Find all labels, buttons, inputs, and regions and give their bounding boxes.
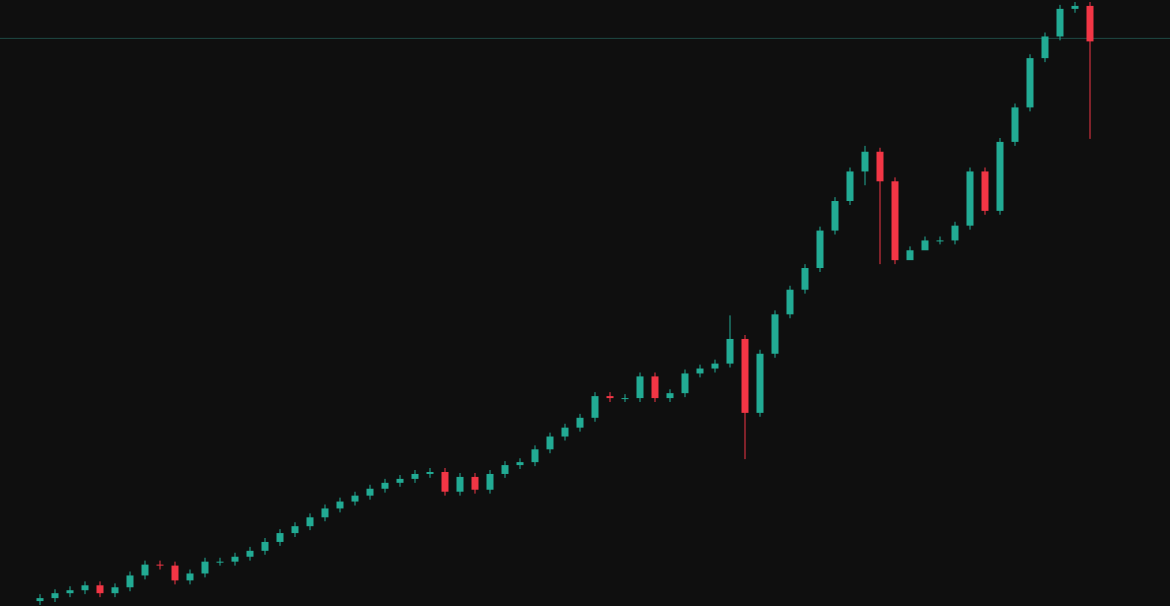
candle-body <box>831 201 839 231</box>
candle-body <box>906 250 914 261</box>
candle-body <box>501 465 509 474</box>
candle-body <box>426 471 434 474</box>
candle-body <box>306 517 314 527</box>
candle-body <box>156 564 164 566</box>
candle-body <box>996 141 1004 211</box>
candle-body <box>966 171 974 226</box>
candle-body <box>1011 107 1019 142</box>
candle-body <box>336 501 344 509</box>
candle-body <box>1041 36 1049 59</box>
candle-body <box>726 338 734 364</box>
candle-body <box>636 376 644 399</box>
candle-body <box>816 230 824 269</box>
candle-body <box>786 289 794 315</box>
candle-body <box>126 575 134 588</box>
candle-body <box>606 396 614 399</box>
candle-body <box>801 268 809 290</box>
candle-body <box>516 462 524 466</box>
candle-body <box>981 171 989 211</box>
candle-body <box>1071 5 1079 9</box>
candle-body <box>861 151 869 172</box>
candle-body <box>621 398 629 400</box>
candle-body <box>36 598 44 602</box>
candle-body <box>471 476 479 490</box>
candle-body <box>291 526 299 534</box>
candle-body <box>1026 58 1034 108</box>
candle-body <box>561 427 569 437</box>
candle-body <box>1086 5 1094 42</box>
candle-body <box>531 449 539 463</box>
candle-body <box>276 533 284 542</box>
candle-body <box>591 396 599 418</box>
candle-body <box>366 488 374 496</box>
candle-body <box>141 564 149 576</box>
candle-body <box>51 593 59 599</box>
candle-body <box>441 471 449 492</box>
candle-body <box>771 314 779 354</box>
candle-body <box>921 240 929 251</box>
candle-body <box>231 556 239 562</box>
candle-body <box>216 561 224 563</box>
candle-body <box>546 436 554 450</box>
candle-body <box>246 550 254 557</box>
candle-body <box>186 573 194 581</box>
candle-body <box>111 587 119 594</box>
candle-body <box>1056 8 1064 37</box>
candle-body <box>651 376 659 399</box>
candle-body <box>696 368 704 374</box>
candle-body <box>456 476 464 492</box>
candle-body <box>96 585 104 594</box>
candle-body <box>711 363 719 369</box>
candle-body <box>756 353 764 413</box>
candle-body <box>936 240 944 242</box>
candle-body <box>486 473 494 490</box>
candle-body <box>171 565 179 581</box>
candle-body <box>321 508 329 518</box>
candle-body <box>876 151 884 182</box>
candle-body <box>411 473 419 479</box>
candle-body <box>681 373 689 394</box>
candle-body <box>951 225 959 241</box>
candle-body <box>891 181 899 261</box>
candle-body <box>381 482 389 489</box>
candle-body <box>66 590 74 594</box>
candle-body <box>741 338 749 413</box>
candle-body <box>396 478 404 483</box>
candle-body <box>576 417 584 428</box>
candle-body <box>846 171 854 202</box>
candle-body <box>81 585 89 591</box>
candle-body <box>666 393 674 399</box>
candle-body <box>351 495 359 502</box>
candle-body <box>261 541 269 551</box>
candle-body <box>201 561 209 574</box>
